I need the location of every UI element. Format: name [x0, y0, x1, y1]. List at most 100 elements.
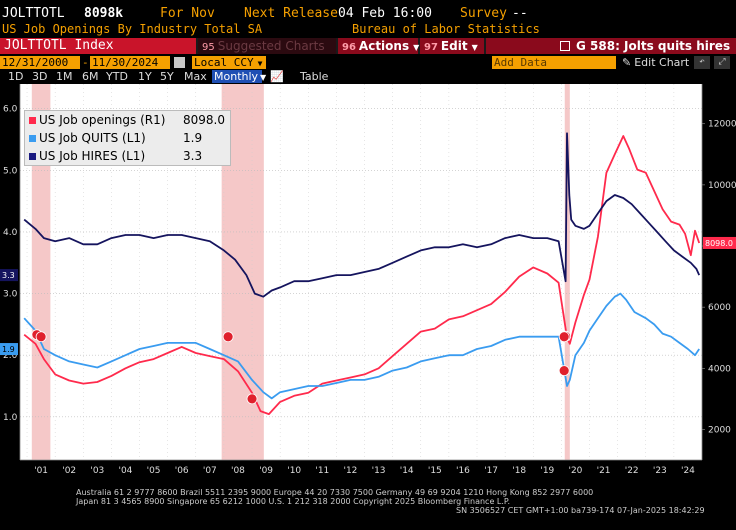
- start-date-input[interactable]: 12/31/2000: [0, 56, 80, 69]
- chevron-down-icon: ▼: [471, 43, 478, 52]
- period-1m[interactable]: 1M: [56, 70, 73, 83]
- y-right-tick-label: 12000: [708, 120, 736, 130]
- series-line-hires[interactable]: [23, 132, 701, 298]
- period-label: For Nov: [160, 6, 215, 21]
- frequency-select[interactable]: Monthly ▼: [212, 70, 266, 83]
- series-line-quits[interactable]: [23, 292, 700, 400]
- edit-chart-button[interactable]: ✎ Edit Chart: [622, 56, 689, 69]
- period-ytd[interactable]: YTD: [106, 70, 128, 83]
- period-1d[interactable]: 1D: [8, 70, 24, 83]
- x-tick-label: '05: [147, 466, 161, 476]
- wrench-icon: ✎: [622, 56, 632, 69]
- legend-name-quits: US Job QUITS (L1): [39, 131, 146, 145]
- x-tick-label: '08: [231, 466, 245, 476]
- edit-num: 97: [424, 42, 438, 53]
- last-value-tag-quits: [0, 343, 18, 356]
- period-6m[interactable]: 6M: [82, 70, 99, 83]
- suggested-num: 95: [202, 42, 215, 53]
- x-tick-label: '12: [343, 466, 357, 476]
- recession-marker-icon[interactable]: [222, 331, 234, 343]
- index-field[interactable]: JOLTTOTL Index: [0, 38, 196, 54]
- legend-item-hires[interactable]: US Job HIRES (L1) 3.3: [25, 148, 230, 165]
- x-tick-label: '17: [484, 466, 498, 476]
- legend-swatch-openings: [29, 117, 36, 124]
- x-tick-label: '04: [118, 466, 132, 476]
- recession-band: [31, 84, 51, 460]
- last-value-tag-hires: [0, 269, 18, 282]
- actions-menu[interactable]: 96 Actions ▼: [338, 38, 419, 54]
- x-tick-label: '20: [568, 466, 582, 476]
- x-tick-label: '02: [62, 466, 76, 476]
- ticker[interactable]: JOLTTOTL: [2, 6, 65, 21]
- chart-title-button[interactable]: G 588: Jolts quits hires: [556, 38, 736, 54]
- legend-item-openings[interactable]: US Job openings (R1) 8098.0: [25, 112, 230, 129]
- expand-icon[interactable]: ⤢: [714, 56, 730, 69]
- last-value-tag-quits-text: 1.9: [2, 345, 15, 354]
- undo-icon[interactable]: ↶: [694, 56, 710, 69]
- calendar-icon[interactable]: [174, 57, 185, 68]
- x-tick-label: '18: [512, 466, 526, 476]
- security-header: JOLTTOTL 8098k For Nov Next Release 04 F…: [0, 6, 736, 22]
- y-left-tick-label: 4.0: [3, 228, 18, 238]
- x-tick-label: '22: [625, 466, 639, 476]
- recession-marker-icon[interactable]: [246, 393, 258, 405]
- y-right-tick-label: 6000: [708, 303, 731, 313]
- x-tick-label: '15: [428, 466, 442, 476]
- period-selector: 1D 3D 1M 6M YTD 1Y 5Y Max Monthly ▼ 📈 Tab…: [0, 70, 736, 83]
- x-tick-label: '10: [287, 466, 301, 476]
- external-link-icon: [560, 41, 570, 51]
- x-tick-label: '21: [597, 466, 611, 476]
- period-max[interactable]: Max: [184, 70, 207, 83]
- recession-marker-icon[interactable]: [558, 365, 570, 377]
- last-value-tag-hires-text: 3.3: [2, 271, 15, 280]
- recession-marker-icon[interactable]: [35, 331, 47, 343]
- recession-band: [564, 84, 570, 460]
- series-line-openings[interactable]: [23, 135, 701, 416]
- x-tick-label: '13: [372, 466, 386, 476]
- date-separator: -: [82, 56, 89, 69]
- x-tick-label: '14: [400, 466, 414, 476]
- legend-value-hires: 3.3: [183, 149, 203, 163]
- x-tick-label: '11: [315, 466, 329, 476]
- legend-swatch-quits: [29, 135, 36, 142]
- legend-item-quits[interactable]: US Job QUITS (L1) 1.9: [25, 130, 230, 147]
- table-toggle[interactable]: Table: [300, 70, 329, 83]
- y-left-tick-label: 1.0: [3, 413, 18, 423]
- x-tick-label: '24: [681, 466, 695, 476]
- y-left-tick-label: 3.0: [3, 290, 18, 300]
- chart-legend[interactable]: US Job openings (R1) 8098.0 US Job QUITS…: [24, 110, 231, 166]
- legend-swatch-hires: [29, 153, 36, 160]
- currency-select[interactable]: Local CCY ▼: [192, 56, 266, 69]
- suggested-label: Suggested Charts: [217, 39, 325, 53]
- y-right-tick-label: 4000: [708, 364, 731, 374]
- x-tick-label: '03: [90, 466, 104, 476]
- suggested-charts-button[interactable]: 95 Suggested Charts: [198, 38, 336, 54]
- period-1y[interactable]: 1Y: [138, 70, 152, 83]
- toolbar: JOLTTOTL Index 95 Suggested Charts 96 Acti…: [0, 38, 736, 54]
- edit-chart-label: Edit Chart: [634, 56, 690, 69]
- last-value-tag-openings: [703, 236, 736, 249]
- y-right-tick-label: 2000: [708, 425, 731, 435]
- footer: Australia 61 2 9777 8600 Brazil 5511 239…: [0, 486, 736, 530]
- chart-title: G 588: Jolts quits hires: [576, 39, 731, 53]
- line-chart-icon[interactable]: 📈: [270, 70, 284, 83]
- y-left-tick-label: 5.0: [3, 166, 18, 176]
- security-description: US Job Openings By Industry Total SA Bur…: [0, 22, 736, 37]
- edit-menu[interactable]: 97 Edit ▼: [420, 38, 484, 54]
- source: Bureau of Labor Statistics: [352, 22, 540, 36]
- footer-contacts-1: Australia 61 2 9777 8600 Brazil 5511 239…: [76, 488, 594, 497]
- recession-marker-icon[interactable]: [558, 331, 570, 343]
- actions-num: 96: [342, 42, 356, 53]
- legend-value-quits: 1.9: [183, 131, 203, 145]
- add-data-input[interactable]: Add Data: [492, 56, 616, 69]
- period-5y[interactable]: 5Y: [160, 70, 174, 83]
- edit-label: Edit: [440, 39, 468, 53]
- x-tick-label: '06: [175, 466, 189, 476]
- x-tick-label: '23: [653, 466, 667, 476]
- last-value-tag-openings-text: 8098.0: [705, 239, 733, 248]
- period-3d[interactable]: 3D: [32, 70, 48, 83]
- legend-value-openings: 8098.0: [183, 113, 225, 127]
- last-value: 8098k: [84, 6, 124, 21]
- end-date-input[interactable]: 11/30/2024: [90, 56, 170, 69]
- x-tick-label: '07: [203, 466, 217, 476]
